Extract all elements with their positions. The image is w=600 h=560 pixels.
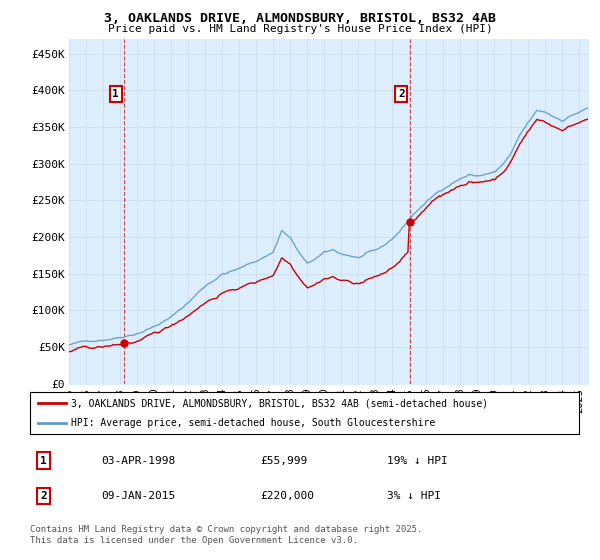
Text: HPI: Average price, semi-detached house, South Gloucestershire: HPI: Average price, semi-detached house,… bbox=[71, 418, 436, 428]
Text: Contains HM Land Registry data © Crown copyright and database right 2025.
This d: Contains HM Land Registry data © Crown c… bbox=[30, 525, 422, 545]
Text: 3, OAKLANDS DRIVE, ALMONDSBURY, BRISTOL, BS32 4AB (semi-detached house): 3, OAKLANDS DRIVE, ALMONDSBURY, BRISTOL,… bbox=[71, 398, 488, 408]
Text: £220,000: £220,000 bbox=[260, 491, 314, 501]
Text: 09-JAN-2015: 09-JAN-2015 bbox=[101, 491, 176, 501]
Text: 3% ↓ HPI: 3% ↓ HPI bbox=[387, 491, 441, 501]
Text: 2: 2 bbox=[40, 491, 47, 501]
Text: 3, OAKLANDS DRIVE, ALMONDSBURY, BRISTOL, BS32 4AB: 3, OAKLANDS DRIVE, ALMONDSBURY, BRISTOL,… bbox=[104, 12, 496, 25]
Text: 19% ↓ HPI: 19% ↓ HPI bbox=[387, 456, 448, 465]
Text: 1: 1 bbox=[112, 89, 119, 99]
Text: 03-APR-1998: 03-APR-1998 bbox=[101, 456, 176, 465]
Text: 1: 1 bbox=[40, 456, 47, 465]
Text: Price paid vs. HM Land Registry's House Price Index (HPI): Price paid vs. HM Land Registry's House … bbox=[107, 24, 493, 34]
Text: 2: 2 bbox=[398, 89, 405, 99]
Text: £55,999: £55,999 bbox=[260, 456, 308, 465]
